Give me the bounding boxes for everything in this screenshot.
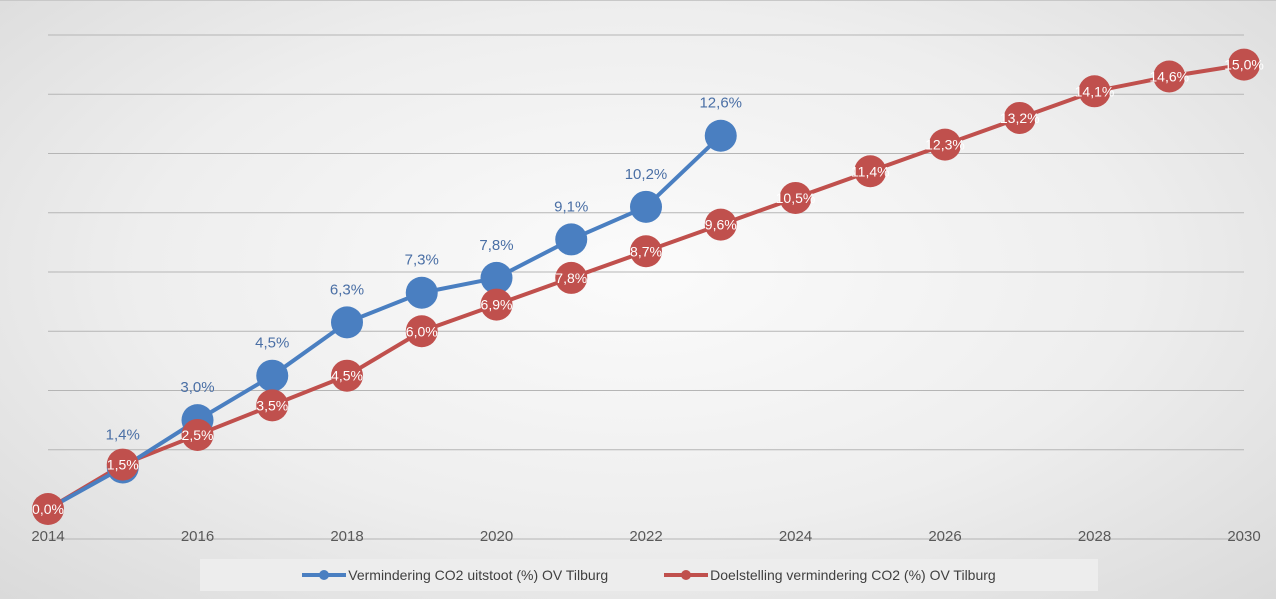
data-point-target: [555, 261, 588, 294]
data-point-target: [405, 315, 438, 348]
x-tick-label: 2014: [31, 528, 64, 545]
legend-swatch-blue: [302, 570, 347, 580]
line-chart: 2014 2016 2018 2020 2022 2024 2026 2028 2030 0,0…: [31, 34, 1264, 545]
series-layer: 0,0% 1,5% 2,5% 3,5% 4,5% 6,0% 6,9% 7,8% 8,7% 9,6%…: [32, 48, 1264, 525]
legend: Vermindering CO2 uitstoot (%) OV Tilburg…: [200, 559, 1098, 591]
data-point-actual: [480, 261, 513, 294]
x-tick-label: 2026: [928, 528, 961, 545]
data-point-target: [1078, 75, 1111, 108]
data-point-target: [630, 235, 662, 268]
data-label-actual: 12,6%: [699, 95, 742, 112]
data-point-actual: [555, 223, 588, 256]
x-tick-label: 2020: [480, 528, 513, 545]
data-label-target: 7,8%: [555, 270, 587, 286]
data-label-target: 12,3%: [925, 137, 965, 153]
data-label-target: 14,1%: [1075, 83, 1115, 99]
data-label-target: 15,0%: [1224, 57, 1264, 73]
data-label-actual: 9,1%: [554, 198, 588, 215]
data-label-target: 6,9%: [481, 297, 513, 313]
data-label-actual: 3,0%: [180, 379, 214, 396]
x-tick-label: 2024: [779, 528, 812, 545]
data-point-target: [1228, 48, 1260, 81]
data-label-target: 0,0%: [32, 501, 64, 517]
x-tick-label: 2016: [181, 528, 214, 545]
data-label-target: 1,5%: [107, 457, 139, 473]
data-point-target: [929, 128, 961, 161]
data-point-target: [181, 418, 214, 451]
data-point-target: [331, 359, 363, 392]
data-label-target: 4,5%: [331, 368, 363, 384]
data-label-actual: 7,8%: [479, 237, 513, 254]
x-tick-label: 2030: [1227, 528, 1260, 545]
data-point-actual: [405, 276, 438, 309]
data-label-actual: 4,5%: [255, 335, 289, 352]
data-label-actual: 1,4%: [106, 427, 140, 444]
data-point-target: [106, 448, 139, 481]
data-label-target: 13,2%: [1000, 110, 1040, 126]
data-point-target: [1003, 101, 1036, 134]
data-label-target: 6,0%: [406, 323, 438, 339]
legend-label-red: Doelstelling vermindering CO2 (%) OV Til…: [710, 567, 996, 583]
data-point-target: [32, 493, 64, 525]
data-point-actual: [331, 306, 363, 339]
legend-item-blue: Vermindering CO2 uitstoot (%) OV Tilburg: [302, 567, 608, 583]
data-point-target: [480, 288, 513, 321]
data-point-target: [779, 181, 812, 214]
data-point-target: [704, 208, 737, 241]
series-line-target: [46, 62, 1245, 511]
x-tick-label: 2022: [629, 528, 662, 545]
data-label-target: 10,5%: [776, 190, 816, 206]
data-point-target: [256, 389, 289, 422]
data-label-target: 8,7%: [630, 243, 662, 259]
data-label-actual: 7,3%: [405, 252, 439, 269]
data-point-target: [854, 155, 887, 188]
data-point-actual: [256, 359, 289, 392]
x-tick-label: 2018: [330, 528, 363, 545]
data-point-actual: [630, 190, 662, 223]
x-tick-label: 2028: [1078, 528, 1111, 545]
x-axis-ticks: 2014 2016 2018 2020 2022 2024 2026 2028 2030: [31, 528, 1260, 545]
data-label-target: 3,5%: [256, 397, 288, 413]
grid-layer: [48, 34, 1244, 540]
data-label-actual: 6,3%: [330, 281, 364, 298]
data-point-target: [1153, 60, 1186, 93]
legend-label-blue: Vermindering CO2 uitstoot (%) OV Tilburg: [348, 567, 609, 583]
data-label-target: 11,4%: [851, 163, 890, 179]
data-label-target: 2,5%: [182, 427, 214, 443]
data-label-target: 14,6%: [1149, 68, 1189, 84]
data-label-actual: 10,2%: [625, 166, 668, 183]
legend-swatch-red: [664, 570, 709, 580]
data-point-actual: [704, 119, 737, 152]
legend-item-red: Doelstelling vermindering CO2 (%) OV Til…: [664, 567, 996, 583]
series-line-actual: [47, 134, 723, 511]
data-label-target: 9,6%: [705, 217, 737, 233]
